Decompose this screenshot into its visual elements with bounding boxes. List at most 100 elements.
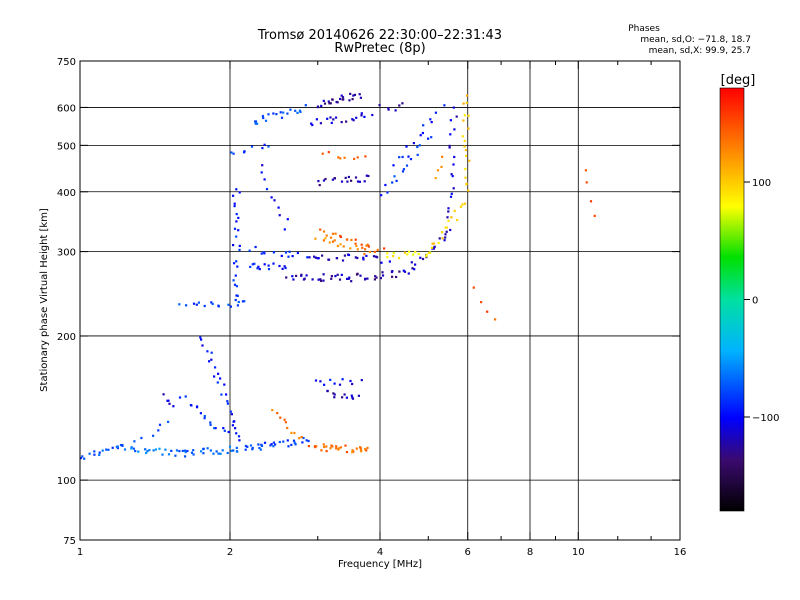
echo-point xyxy=(227,303,230,306)
echo-point xyxy=(357,394,360,397)
echo-point xyxy=(314,379,318,382)
echo-point xyxy=(167,420,170,423)
echo-point xyxy=(331,232,335,235)
echo-point xyxy=(366,446,369,449)
data-points xyxy=(79,92,596,460)
echo-point xyxy=(280,116,284,119)
echo-point xyxy=(422,124,425,127)
echo-point xyxy=(217,304,220,307)
echo-point xyxy=(231,424,234,427)
echo-point xyxy=(286,439,289,442)
echo-point xyxy=(373,250,376,253)
echo-point xyxy=(330,277,333,280)
echo-point xyxy=(244,448,247,451)
echo-point xyxy=(352,119,355,122)
echo-point xyxy=(184,449,187,452)
echo-point xyxy=(287,445,290,448)
echo-point xyxy=(93,450,96,453)
echo-point xyxy=(465,101,468,104)
echo-point xyxy=(372,255,376,258)
echo-point xyxy=(328,241,331,244)
echo-point xyxy=(202,447,205,450)
echo-point xyxy=(348,276,351,279)
echo-point xyxy=(316,105,319,108)
echo-point xyxy=(261,114,264,118)
echo-point xyxy=(346,277,349,280)
echo-point xyxy=(308,256,311,259)
echo-point xyxy=(433,245,436,248)
echo-point xyxy=(340,273,343,276)
echo-point xyxy=(206,447,209,450)
echo-point xyxy=(111,446,114,449)
echo-point xyxy=(585,181,588,184)
echo-point xyxy=(333,239,336,242)
echo-point xyxy=(267,268,271,271)
echo-point xyxy=(285,276,288,279)
echo-point xyxy=(329,102,332,105)
echo-point xyxy=(260,252,263,255)
echo-point xyxy=(463,139,466,142)
echo-point xyxy=(335,447,338,450)
echo-point xyxy=(462,119,465,122)
echo-point xyxy=(214,366,217,369)
echo-point xyxy=(157,429,160,432)
echo-point xyxy=(427,137,430,140)
echo-point xyxy=(235,285,238,288)
echo-point xyxy=(292,439,296,442)
echo-point xyxy=(314,237,317,240)
echo-point xyxy=(343,254,346,257)
echo-point xyxy=(322,99,325,102)
echo-point xyxy=(203,417,206,420)
y-tick-label: 600 xyxy=(57,103,76,114)
echo-point xyxy=(213,427,216,430)
echo-point xyxy=(217,452,220,455)
echo-point xyxy=(375,276,378,279)
echo-point xyxy=(345,396,348,399)
echo-point xyxy=(463,145,466,148)
echo-point xyxy=(376,256,379,259)
echo-point xyxy=(216,381,219,384)
echo-point xyxy=(286,112,289,115)
echo-point xyxy=(244,444,247,448)
echo-point xyxy=(333,177,336,180)
echo-point xyxy=(341,259,345,262)
echo-point xyxy=(192,302,196,305)
echo-point xyxy=(279,416,282,419)
echo-point xyxy=(449,228,452,232)
echo-point xyxy=(336,244,339,248)
echo-point xyxy=(146,450,149,453)
echo-point xyxy=(267,113,270,116)
echo-point xyxy=(319,278,322,281)
echo-point xyxy=(354,176,358,179)
echo-point xyxy=(237,435,241,438)
echo-point xyxy=(337,156,340,159)
echo-point xyxy=(459,205,463,208)
echo-point xyxy=(208,360,211,363)
echo-point xyxy=(401,102,404,105)
echo-point xyxy=(365,244,368,247)
echo-point xyxy=(195,405,199,408)
echo-point xyxy=(223,383,226,386)
echo-point xyxy=(313,445,317,448)
echo-point xyxy=(358,93,361,96)
echo-point xyxy=(270,443,273,446)
echo-point xyxy=(347,277,350,280)
echo-point xyxy=(235,294,238,297)
echo-point xyxy=(322,279,325,282)
echo-point xyxy=(202,452,205,455)
echo-point xyxy=(365,174,368,177)
echo-point xyxy=(367,174,370,178)
echo-point xyxy=(430,136,433,139)
echo-point xyxy=(284,421,287,424)
echo-point xyxy=(392,255,395,258)
echo-point xyxy=(303,277,306,280)
echo-point xyxy=(235,188,238,191)
echo-point xyxy=(340,180,344,183)
echo-point xyxy=(467,189,470,192)
echo-point xyxy=(320,104,323,107)
echo-point xyxy=(416,153,419,156)
echo-point xyxy=(363,253,366,256)
echo-point xyxy=(351,449,354,452)
echo-point xyxy=(383,247,386,250)
echo-point xyxy=(154,448,157,451)
